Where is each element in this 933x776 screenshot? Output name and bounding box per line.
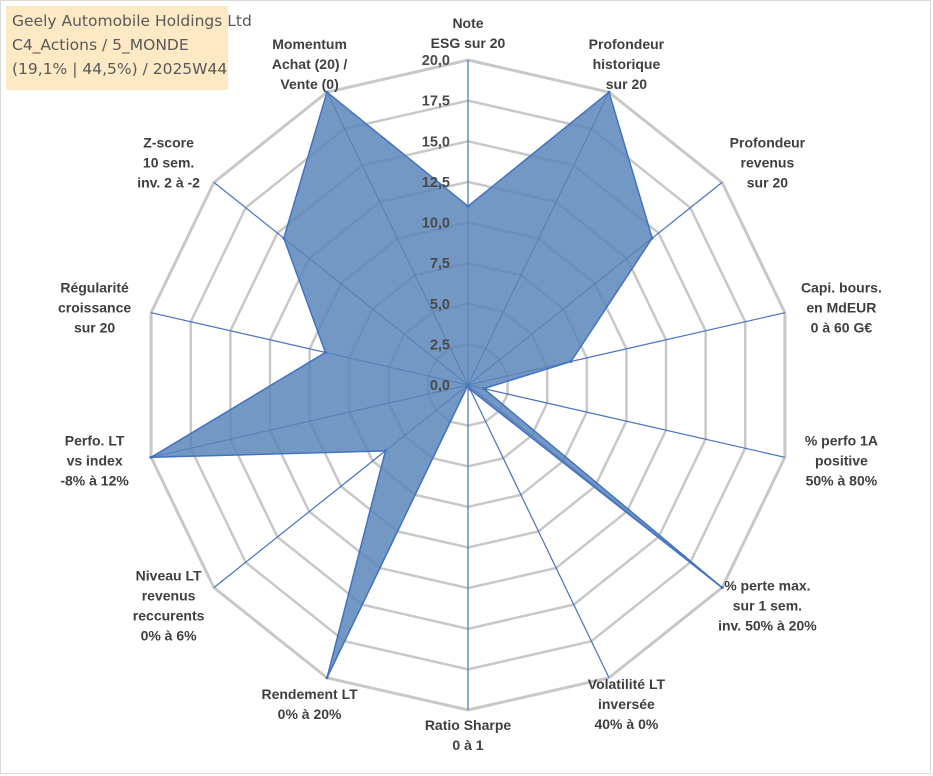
axis-label-line: -8% à 12% [60, 472, 129, 488]
axis-label-line: Capi. bours. [801, 280, 882, 296]
radar-tick-labels: 0,0 2,5 5,0 7,5 10,0 12,5 15,0 17,5 20,0 [422, 53, 450, 394]
axis-label-line: Note [452, 15, 483, 31]
axis-label-line: Momentum [272, 36, 347, 52]
axis-label: Niveau LT revenus reccurents 0% à 6% [133, 567, 205, 643]
series-point [466, 204, 470, 208]
axis-label: Z-score 10 sem. inv. 2 à -2 [137, 135, 200, 191]
axis-label-line: sur 20 [606, 76, 647, 92]
axis-label-line: inversée [598, 696, 655, 712]
axis-label-line: Rendement LT [261, 686, 358, 702]
axis-label: Perfo. LT vs index -8% à 12% [60, 432, 129, 488]
axis-label-line: Profondeur [730, 135, 806, 151]
series-point [282, 236, 286, 240]
radar-spoke [467, 384, 786, 458]
axis-label-line: sur 1 sem. [733, 597, 802, 613]
series-point [383, 449, 387, 453]
axis-label-line: ESG sur 20 [431, 35, 506, 51]
axis-label-line: sur 20 [74, 320, 115, 336]
axis-label-line: Ratio Sharpe [425, 717, 512, 733]
chart-title-stats: (19,1% | 44,5%) / 2025W44 [12, 60, 228, 78]
axis-label-line: croissance [58, 300, 131, 316]
chart-title-category: C4_Actions / 5_MONDE [12, 36, 189, 54]
axis-label-line: Perfo. LT [65, 432, 125, 448]
tick-label: 12,5 [422, 175, 450, 191]
axis-label: Ratio Sharpe 0 à 1 [425, 717, 512, 753]
axis-label: Profondeur historique sur 20 [589, 36, 665, 92]
series-point [323, 351, 327, 354]
title-box: Geely Automobile Holdings Ltd C4_Actions… [6, 6, 252, 90]
axis-label: Note ESG sur 20 [431, 15, 506, 51]
axis-label: Rendement LT 0% à 20% [261, 686, 358, 722]
series-point [325, 90, 329, 94]
axis-label-line: 40% à 0% [594, 716, 658, 732]
radar-axis-labels: Note ESG sur 20 Profondeur historique sur 20… [58, 15, 882, 753]
axis-label: Profondeur revenus sur 20 [730, 135, 806, 191]
axis-label-line: reccurents [133, 607, 205, 623]
axis-label-line: Niveau LT [136, 567, 202, 583]
axis-label-line: historique [593, 56, 661, 72]
axis-label: Régularité croissance sur 20 [58, 280, 131, 336]
axis-label-line: 0% à 6% [141, 627, 198, 643]
axis-label-line: % perte max. [724, 577, 810, 593]
axis-label: % perfo 1A positive 50% à 80% [805, 432, 878, 488]
axis-label-line: en MdEUR [806, 300, 876, 316]
axis-label-line: inv. 50% à 20% [718, 617, 817, 633]
axis-label-line: 0% à 20% [278, 706, 342, 722]
series-point [149, 455, 153, 459]
series-point [325, 676, 329, 680]
axis-label-line: vs index [67, 452, 123, 468]
axis-label-line: Régularité [60, 280, 129, 296]
series-point [482, 387, 486, 391]
axis-label: % perte max. sur 1 sem. inv. 50% à 20% [718, 577, 817, 633]
axis-label-line: inv. 2 à -2 [137, 175, 200, 191]
axis-label-line: 0 à 60 G€ [811, 320, 873, 336]
tick-label: 5,0 [430, 297, 450, 313]
tick-label: 17,5 [422, 94, 450, 110]
axis-label-line: positive [815, 452, 868, 468]
axis-label-line: revenus [741, 155, 795, 171]
series-point [468, 387, 472, 391]
axis-label-line: 0 à 1 [452, 737, 483, 753]
tick-label: 20,0 [422, 53, 450, 69]
series-point [720, 586, 724, 590]
radar-spoke [467, 384, 610, 679]
tick-label: 0,0 [430, 378, 450, 394]
axis-label-line: Z-score [143, 135, 194, 151]
series-point [466, 383, 470, 387]
axis-label-line: Achat (20) / [272, 56, 348, 72]
axis-label-line: 10 sem. [143, 155, 194, 171]
axis-label-line: Vente (0) [280, 76, 338, 92]
tick-label: 7,5 [430, 256, 450, 272]
axis-label-line: Profondeur [589, 36, 665, 52]
axis-label: Volatilité LT inversée 40% à 0% [588, 676, 666, 732]
tick-label: 15,0 [422, 134, 450, 150]
axis-label-line: revenus [142, 587, 196, 603]
tick-label: 2,5 [430, 337, 450, 353]
series-point [650, 236, 654, 240]
series-point [569, 360, 573, 363]
chart-title-company: Geely Automobile Holdings Ltd [12, 12, 252, 30]
series-point [607, 90, 611, 94]
axis-label: Momentum Achat (20) / Vente (0) [272, 36, 348, 92]
axis-label-line: Volatilité LT [588, 676, 666, 692]
radar-series [148, 90, 724, 680]
axis-label: Capi. bours. en MdEUR 0 à 60 G€ [801, 280, 882, 336]
axis-label-line: sur 20 [747, 175, 788, 191]
axis-label-line: 50% à 80% [806, 472, 878, 488]
tick-label: 10,0 [422, 216, 450, 232]
axis-label-line: % perfo 1A [805, 432, 878, 448]
